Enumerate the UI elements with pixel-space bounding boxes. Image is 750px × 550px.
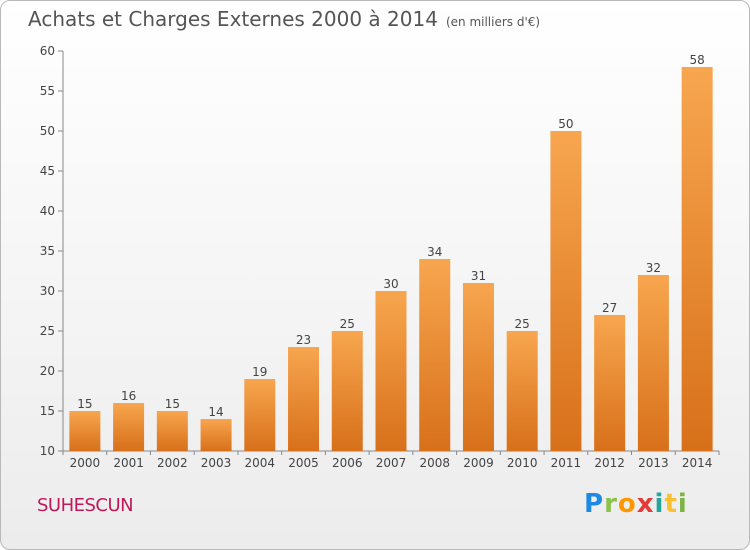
x-tick-label: 2013	[638, 456, 669, 470]
x-tick-label: 2004	[245, 456, 276, 470]
y-tick-label: 55	[40, 84, 55, 98]
bar-2002	[156, 411, 188, 451]
bar-2012	[594, 315, 626, 451]
bars	[69, 67, 713, 451]
y-tick-label: 45	[40, 164, 55, 178]
x-tick-label: 2001	[113, 456, 144, 470]
y-tick-label: 35	[40, 244, 55, 258]
data-label-2001: 16	[121, 389, 136, 403]
x-tick-label: 2009	[463, 456, 494, 470]
y-tick-label: 10	[40, 444, 55, 458]
x-tick-label: 2005	[288, 456, 319, 470]
y-tick-label: 50	[40, 124, 55, 138]
x-tick-label: 2014	[682, 456, 713, 470]
data-labels: 15 16 15 14 19 23 25 30 34 31 25 50 27 32 58	[77, 53, 705, 419]
y-tick-label: 60	[40, 44, 55, 58]
y-tick-label: 25	[40, 324, 55, 338]
data-label-2013: 32	[646, 261, 661, 275]
y-tick-label: 30	[40, 284, 55, 298]
y-tick-label: 40	[40, 204, 55, 218]
chart-title: Achats et Charges Externes 2000 à 2014 (e…	[28, 7, 540, 31]
location-name: SUHESCUN	[37, 495, 134, 516]
logo-letter: o	[617, 489, 637, 519]
brand-logo: Proxiti	[584, 489, 688, 519]
bar-2011	[550, 131, 582, 451]
x-tick-label: 2012	[594, 456, 625, 470]
data-label-2009: 31	[471, 269, 486, 283]
data-label-2014: 58	[689, 53, 704, 67]
x-axis: 2000 2001 2002 2003 2004 2005 2006 2007 2008 2009…	[62, 450, 720, 470]
data-label-2000: 15	[77, 397, 92, 411]
bar-2008	[419, 259, 451, 451]
title-text: Achats et Charges Externes 2000 à 2014	[28, 7, 438, 31]
data-label-2006: 25	[340, 317, 355, 331]
x-tick-label: 2011	[551, 456, 582, 470]
data-label-2010: 25	[515, 317, 530, 331]
x-tick-label: 2006	[332, 456, 363, 470]
x-tick-label: 2010	[507, 456, 538, 470]
data-label-2012: 27	[602, 301, 617, 315]
bar-2006	[331, 331, 363, 451]
data-label-2004: 19	[252, 365, 267, 379]
bar-2003	[200, 419, 232, 451]
bar-2009	[462, 283, 494, 451]
bar-2013	[637, 275, 669, 451]
logo-letter: x	[636, 489, 655, 519]
x-tick-label: 2007	[376, 456, 407, 470]
data-label-2008: 34	[427, 245, 442, 259]
bar-2001	[113, 403, 145, 451]
data-label-2003: 14	[208, 405, 223, 419]
x-tick-label: 2000	[70, 456, 101, 470]
x-tick-label: 2003	[201, 456, 232, 470]
y-tick-label: 15	[40, 404, 55, 418]
x-tick-label: 2002	[157, 456, 188, 470]
logo-letter: t	[664, 489, 678, 519]
bar-2014	[681, 67, 713, 451]
data-label-2005: 23	[296, 333, 311, 347]
bar-2007	[375, 291, 407, 451]
logo-letter: i	[677, 489, 688, 519]
subtitle-text: (en milliers d'€)	[445, 15, 541, 29]
logo-letter: i	[654, 489, 665, 519]
logo-letter: r	[604, 489, 618, 519]
x-tick-label: 2008	[419, 456, 450, 470]
bar-2004	[244, 379, 276, 451]
bar-2010	[506, 331, 538, 451]
logo-letter: P	[584, 489, 605, 519]
y-axis: 10 15 20 25 30 35 40 45 50 55 60	[40, 44, 64, 458]
y-tick-label: 20	[40, 364, 55, 378]
data-label-2007: 30	[383, 277, 398, 291]
data-label-2002: 15	[165, 397, 180, 411]
data-label-2011: 50	[558, 117, 573, 131]
bar-2005	[288, 347, 320, 451]
bar-2000	[69, 411, 101, 451]
